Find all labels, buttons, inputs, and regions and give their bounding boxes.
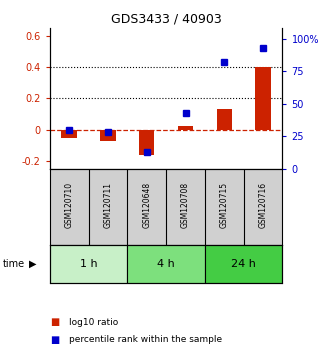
Bar bbox=[61, 130, 77, 138]
Text: GSM120715: GSM120715 bbox=[220, 182, 229, 228]
Bar bbox=[100, 130, 116, 141]
Text: 1 h: 1 h bbox=[80, 259, 97, 269]
Text: log10 ratio: log10 ratio bbox=[69, 318, 118, 327]
Text: ■: ■ bbox=[50, 335, 59, 345]
Bar bbox=[255, 67, 271, 130]
Text: GSM120716: GSM120716 bbox=[259, 182, 268, 228]
Text: ■: ■ bbox=[50, 317, 59, 327]
Text: percentile rank within the sample: percentile rank within the sample bbox=[69, 335, 222, 344]
Text: GSM120710: GSM120710 bbox=[65, 182, 74, 228]
Text: GSM120708: GSM120708 bbox=[181, 182, 190, 228]
Text: GSM120711: GSM120711 bbox=[103, 182, 112, 228]
Text: time: time bbox=[3, 259, 25, 269]
Text: ▶: ▶ bbox=[29, 259, 36, 269]
Bar bbox=[50, 245, 127, 283]
Text: 4 h: 4 h bbox=[157, 259, 175, 269]
Text: 24 h: 24 h bbox=[231, 259, 256, 269]
Title: GDS3433 / 40903: GDS3433 / 40903 bbox=[111, 13, 221, 26]
Bar bbox=[178, 126, 193, 130]
Bar bbox=[139, 130, 154, 155]
Text: GSM120648: GSM120648 bbox=[142, 182, 151, 228]
Bar bbox=[217, 109, 232, 130]
Bar bbox=[205, 245, 282, 283]
Bar bbox=[127, 245, 205, 283]
